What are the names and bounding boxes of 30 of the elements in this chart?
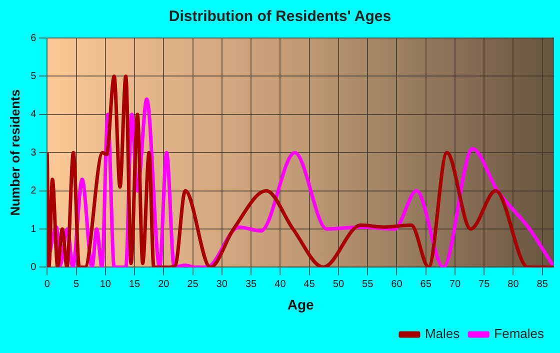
x-tick-label: 80 <box>508 278 520 290</box>
x-tick-label: 45 <box>304 278 316 290</box>
x-tick-label: 0 <box>44 278 50 290</box>
x-tick-label: 20 <box>158 278 170 290</box>
x-tick-label: 55 <box>362 278 374 290</box>
x-tick-label: 50 <box>332 278 344 290</box>
x-tick-label: 40 <box>274 278 286 290</box>
y-tick-label: 2 <box>30 186 37 197</box>
legend-label: Males <box>424 326 460 342</box>
y-tick-label: 6 <box>30 32 37 44</box>
x-tick-label: 15 <box>128 278 141 290</box>
x-axis-title: Age <box>287 296 314 312</box>
y-tick-label: 1 <box>30 224 37 235</box>
x-tick-label: 30 <box>216 278 228 290</box>
x-tick-label: 35 <box>246 278 258 290</box>
legend-label: Females <box>494 326 544 342</box>
y-tick-label: 0 <box>30 262 37 273</box>
x-tick-label: 5 <box>74 278 80 290</box>
y-axis-title: Number of residents <box>7 89 22 216</box>
x-tick-label: 60 <box>391 278 403 290</box>
chart-title: Distribution of Residents' Ages <box>168 8 392 25</box>
y-tick-label: 5 <box>30 70 37 82</box>
x-tick-label: 65 <box>420 278 432 290</box>
x-tick-label: 10 <box>100 278 112 290</box>
x-tick-label: 75 <box>478 278 490 290</box>
x-tick-label: 85 <box>536 278 548 290</box>
x-tick-label: 25 <box>187 278 199 290</box>
y-tick-label: 3 <box>30 147 37 158</box>
y-tick-label: 4 <box>30 109 37 120</box>
x-tick-label: 70 <box>449 278 461 290</box>
